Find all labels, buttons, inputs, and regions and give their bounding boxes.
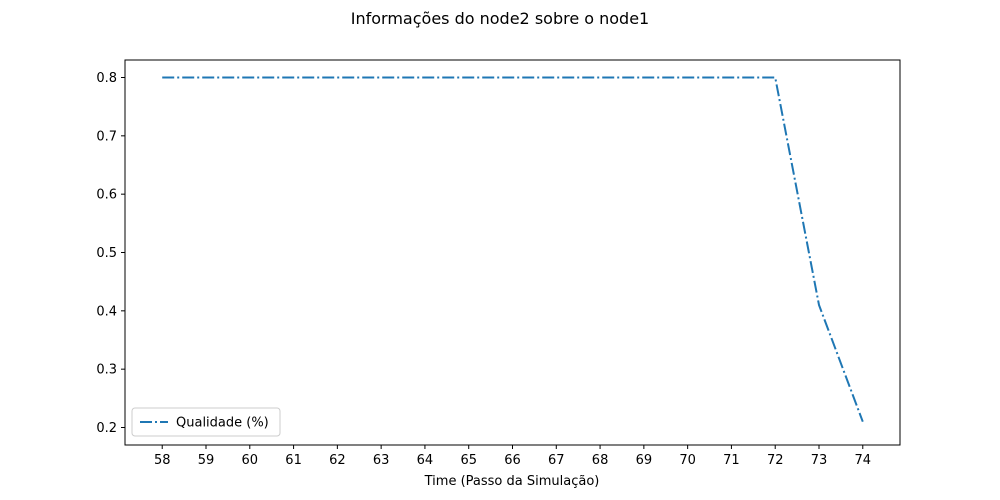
- y-tick-label: 0.4: [96, 304, 117, 319]
- x-tick-label: 68: [592, 453, 609, 468]
- x-tick-label: 58: [154, 453, 171, 468]
- series-layer: [162, 76, 864, 423]
- legend-label: Qualidade (%): [176, 416, 269, 431]
- y-tick-label: 0.8: [96, 71, 117, 86]
- x-tick-label: 63: [373, 453, 390, 468]
- plot-frame: [124, 59, 901, 446]
- x-tick-label: 73: [811, 453, 828, 468]
- x-tick-label: 59: [198, 453, 215, 468]
- y-tick-label: 0.5: [96, 246, 117, 261]
- series-line: [162, 76, 864, 423]
- x-tick-label: 74: [855, 453, 872, 468]
- legend-box: [131, 407, 281, 437]
- plot-area: [124, 59, 901, 446]
- x-tick-label: 67: [548, 453, 565, 468]
- y-axis: 0.2 0.3 0.4 0.5 0.6 0.7 0.8: [96, 71, 125, 436]
- x-tick-label: 64: [417, 453, 434, 468]
- y-tick-label: 0.2: [96, 421, 117, 436]
- x-tick-label: 61: [285, 453, 302, 468]
- x-tick-label: 66: [504, 453, 521, 468]
- x-tick-label: 65: [460, 453, 477, 468]
- legend: Qualidade (%): [131, 407, 281, 437]
- chart-title: Informações do node2 sobre o node1: [351, 9, 649, 28]
- y-tick-label: 0.6: [96, 188, 117, 203]
- x-axis: 58 59 60 61 62 63 64 65 66 67 68 69 70 71 72 73 74: [154, 445, 871, 468]
- x-tick-label: 70: [679, 453, 696, 468]
- x-tick-label: 62: [329, 453, 346, 468]
- x-tick-label: 60: [242, 453, 259, 468]
- y-tick-label: 0.3: [96, 363, 117, 378]
- x-axis-label: Time (Passo da Simulação): [424, 474, 600, 489]
- x-tick-label: 72: [767, 453, 784, 468]
- x-tick-label: 71: [723, 453, 740, 468]
- y-tick-label: 0.7: [96, 129, 117, 144]
- x-tick-label: 69: [636, 453, 653, 468]
